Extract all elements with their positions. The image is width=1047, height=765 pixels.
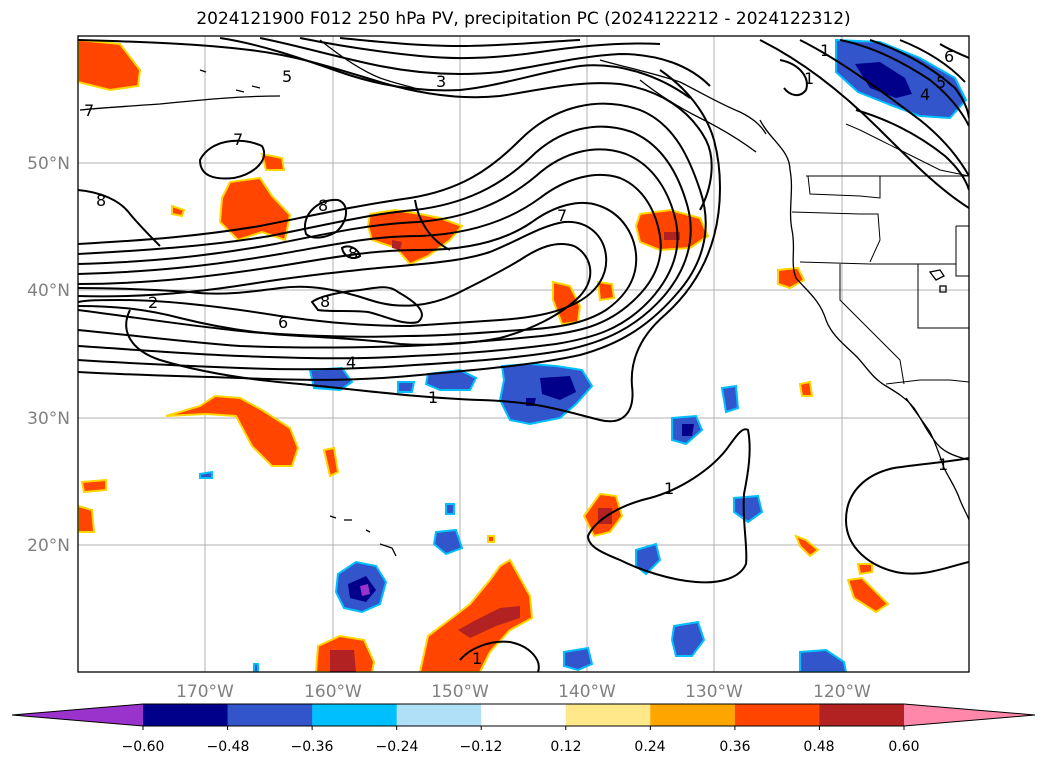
colorbar-tick-label: −0.60 — [122, 739, 165, 755]
colorbar-segment — [481, 704, 567, 726]
colorbar-segment — [396, 704, 482, 726]
state-borders — [791, 123, 969, 385]
contour-label: 4 — [346, 353, 356, 372]
colorbar-tick-label: 0.12 — [550, 739, 581, 755]
contour-label: 8 — [318, 196, 328, 215]
precip-negative-peak — [360, 584, 370, 596]
colorbar-tick-label: −0.12 — [460, 739, 503, 755]
lon-label: 120°W — [813, 682, 871, 702]
pv-contours — [78, 37, 969, 672]
colorbar — [11, 703, 1036, 730]
colorbar-segment — [227, 704, 313, 726]
lat-label: 50°N — [27, 154, 70, 174]
colorbar-segment — [565, 704, 651, 726]
colorbar-tick-label: −0.48 — [207, 739, 250, 755]
contour-label: 1 — [428, 388, 438, 407]
contour-labels: 5 3 7 1 7 8 8 8 7 8 2 6 4 1 1 1 5 4 6 1 … — [84, 41, 954, 668]
contour-label: 8 — [348, 244, 358, 263]
contour-label: 8 — [320, 292, 330, 311]
contour-label: 1 — [664, 479, 674, 498]
longitude-labels: 170°W 160°W 150°W 140°W 130°W 120°W — [176, 682, 871, 702]
contour-label: 3 — [436, 72, 446, 91]
contour-label: 6 — [278, 313, 288, 332]
colorbar-tick-label: 0.24 — [634, 739, 665, 755]
contour-label: 8 — [96, 191, 106, 210]
colorbar-tick-label: 0.60 — [888, 739, 919, 755]
contour-label: 6 — [944, 47, 954, 66]
contour-label: 1 — [804, 69, 814, 88]
colorbar-segment — [650, 704, 736, 726]
colorbar-tick-label: −0.36 — [291, 739, 334, 755]
contour-label: 7 — [233, 130, 243, 149]
map-frame — [77, 35, 970, 673]
lon-label: 130°W — [685, 682, 743, 702]
lat-label: 40°N — [27, 281, 70, 301]
lat-label: 30°N — [27, 409, 70, 429]
contour-label: 7 — [84, 101, 94, 120]
lat-label: 20°N — [27, 536, 70, 556]
lon-label: 160°W — [304, 682, 362, 702]
contour-label: 1 — [472, 649, 482, 668]
colorbar-segment — [819, 704, 905, 726]
colorbar-extend-low — [12, 704, 143, 726]
lon-label: 140°W — [558, 682, 616, 702]
contour-label: 1 — [820, 41, 830, 60]
colorbar-tick-label: −0.24 — [376, 739, 419, 755]
colorbar-segment — [143, 704, 229, 726]
colorbar-tick-label: 0.36 — [719, 739, 750, 755]
contour-label: 4 — [920, 85, 930, 104]
lon-label: 170°W — [176, 682, 234, 702]
colorbar-segment — [734, 704, 820, 726]
contour-label: 2 — [148, 293, 158, 312]
contour-label: 1 — [938, 455, 948, 474]
colorbar-tick-labels: −0.60 −0.48 −0.36 −0.24 −0.12 0.12 0.24 … — [122, 739, 920, 755]
chart-title: 2024121900 F012 250 hPa PV, precipitatio… — [196, 9, 851, 29]
colorbar-extend-high — [904, 704, 1035, 726]
latitude-labels: 50°N 40°N 30°N 20°N — [27, 154, 70, 556]
contour-label: 5 — [936, 73, 946, 92]
precip-positive-cores — [330, 232, 680, 672]
contour-label: 7 — [557, 206, 567, 225]
contour-label: 5 — [282, 67, 292, 86]
coastlines — [79, 39, 969, 557]
lon-label: 150°W — [431, 682, 489, 702]
colorbar-segment — [312, 704, 398, 726]
colorbar-tick-label: 0.48 — [803, 739, 834, 755]
